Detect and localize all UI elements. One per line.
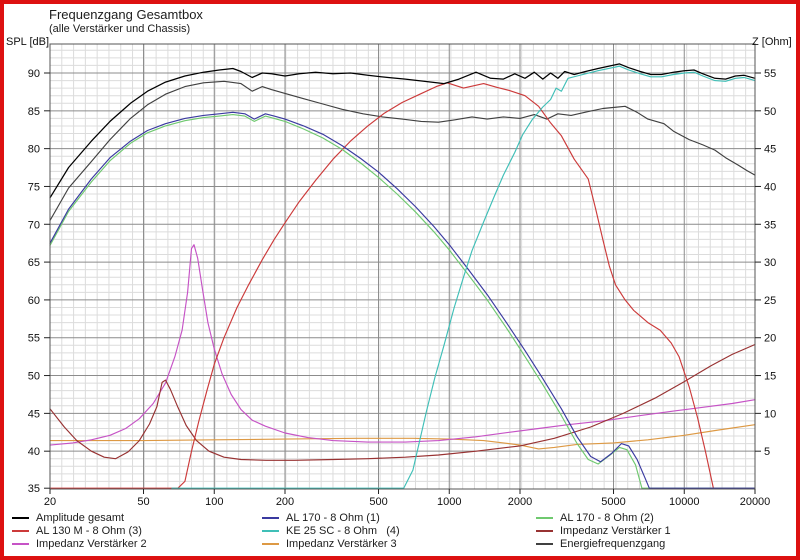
left-tick-label: 50 bbox=[28, 371, 40, 383]
right-tick-label: 20 bbox=[764, 333, 776, 345]
bottom-tick-label: 100 bbox=[205, 496, 223, 508]
series-line-amplitude_gesamt bbox=[49, 63, 756, 199]
right-tick-label: 25 bbox=[764, 295, 776, 307]
left-tick-label: 40 bbox=[28, 446, 40, 458]
series-line-impedanz_v3 bbox=[49, 424, 756, 450]
bottom-tick-label: 200 bbox=[276, 496, 294, 508]
series-line-impedanz_v1 bbox=[49, 343, 756, 461]
bottom-tick-label: 20000 bbox=[740, 496, 771, 508]
axis-tick-labels: 90 85 80 75 70 65 60 55 50 45 40 35 55 50 45 40 35 30 25 20… bbox=[28, 68, 777, 508]
right-tick-label: 45 bbox=[764, 144, 776, 156]
chart-subtitle: (alle Verstärker und Chassis) bbox=[49, 23, 191, 35]
left-tick-label: 85 bbox=[28, 106, 40, 118]
left-tick-label: 80 bbox=[28, 144, 40, 156]
series-line-impedanz_v2 bbox=[49, 244, 756, 446]
bottom-tick-label: 20 bbox=[44, 496, 56, 508]
bottom-tick-label: 2000 bbox=[508, 496, 532, 508]
left-axis-label: SPL [dB] bbox=[6, 36, 50, 48]
right-axis-label: Z [Ohm] bbox=[752, 36, 792, 48]
left-tick-label: 75 bbox=[28, 181, 40, 193]
series-line-al_170_2 bbox=[49, 114, 756, 489]
left-tick-label: 55 bbox=[28, 333, 40, 345]
right-tick-label: 15 bbox=[764, 371, 776, 383]
bottom-tick-label: 1000 bbox=[437, 496, 461, 508]
chart-title: Frequenzgang Gesamtbox bbox=[49, 7, 203, 22]
right-tick-label: 35 bbox=[764, 219, 776, 231]
right-tick-label: 50 bbox=[764, 106, 776, 118]
plot-frame bbox=[44, 43, 761, 494]
right-tick-label: 5 bbox=[764, 446, 770, 458]
bottom-tick-label: 50 bbox=[137, 496, 149, 508]
right-tick-label: 30 bbox=[764, 257, 776, 269]
bottom-tick-label: 5000 bbox=[601, 496, 625, 508]
series-line-al_170_1 bbox=[49, 111, 756, 489]
left-tick-label: 65 bbox=[28, 257, 40, 269]
bottom-tick-label: 500 bbox=[369, 496, 387, 508]
bottom-tick-label: 10000 bbox=[669, 496, 700, 508]
left-tick-label: 60 bbox=[28, 295, 40, 307]
right-tick-label: 55 bbox=[764, 68, 776, 80]
series-line-ke_25_sc bbox=[171, 65, 756, 489]
grid-major bbox=[50, 44, 755, 489]
left-tick-label: 90 bbox=[28, 68, 40, 80]
right-tick-label: 40 bbox=[764, 181, 776, 193]
right-tick-label: 10 bbox=[764, 408, 776, 420]
series-line-al_130_m bbox=[49, 82, 756, 489]
left-tick-label: 35 bbox=[28, 483, 40, 495]
left-tick-label: 45 bbox=[28, 408, 40, 420]
series-line-energiefrequenzgang bbox=[49, 80, 756, 222]
left-tick-label: 70 bbox=[28, 219, 40, 231]
series-lines bbox=[49, 63, 756, 489]
